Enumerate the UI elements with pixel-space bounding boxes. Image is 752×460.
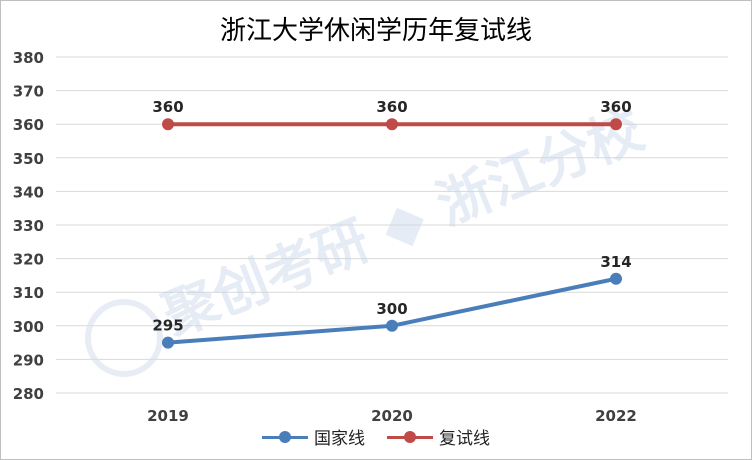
y-tick-label: 290 xyxy=(13,351,44,369)
legend-label-national: 国家线 xyxy=(314,429,365,449)
data-label: 360 xyxy=(376,98,407,116)
data-point xyxy=(610,272,622,285)
y-tick-label: 280 xyxy=(13,385,44,403)
series-layer xyxy=(162,118,622,349)
data-point xyxy=(610,118,622,131)
data-label: 314 xyxy=(600,253,631,271)
x-tick-label: 2022 xyxy=(595,407,637,425)
data-label: 360 xyxy=(600,98,631,116)
data-point xyxy=(162,118,174,131)
x-tick-label: 2019 xyxy=(147,407,189,425)
y-tick-label: 330 xyxy=(13,217,44,235)
legend-swatch-retest xyxy=(387,430,433,444)
y-tick-label: 370 xyxy=(13,83,44,101)
legend-item-national-line: 国家线 xyxy=(262,424,365,449)
y-tick-label: 300 xyxy=(13,318,44,336)
label-layer: 295 300 314 360 360 360 xyxy=(152,98,631,334)
y-tick-label: 320 xyxy=(13,251,44,269)
y-tick-label: 380 xyxy=(13,49,44,67)
legend: 国家线 复试线 xyxy=(0,424,752,449)
data-point xyxy=(386,319,398,332)
chart-title: 浙江大学休闲学历年复试线 xyxy=(219,16,532,46)
y-tick-label: 310 xyxy=(13,284,44,302)
y-tick-label: 350 xyxy=(13,150,44,168)
data-point xyxy=(386,118,398,131)
data-label: 300 xyxy=(376,300,407,318)
y-tick-label: 360 xyxy=(13,116,44,134)
data-label: 360 xyxy=(152,98,183,116)
x-tick-label: 2020 xyxy=(371,407,413,425)
legend-item-retest-line: 复试线 xyxy=(387,424,490,449)
legend-label-retest: 复试线 xyxy=(439,429,490,449)
y-tick-label: 340 xyxy=(13,183,44,201)
legend-swatch-national xyxy=(262,430,308,444)
data-point xyxy=(162,336,174,349)
data-label: 295 xyxy=(152,317,183,335)
